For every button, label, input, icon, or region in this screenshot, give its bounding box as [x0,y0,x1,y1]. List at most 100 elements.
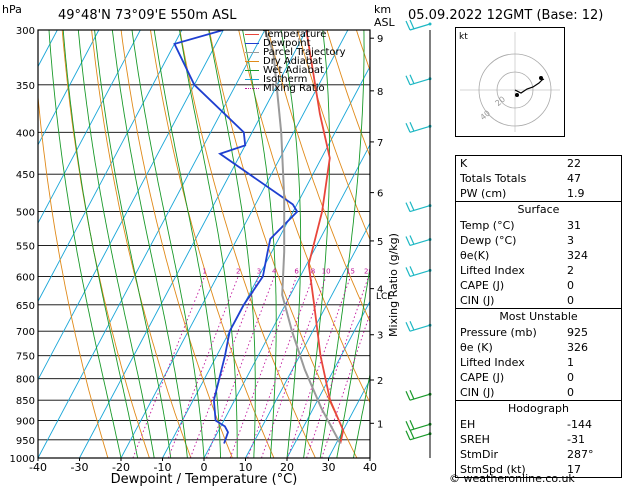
mixing-ratio-label: 15 [346,267,355,275]
location-title: 49°48'N 73°09'E 550m ASL [58,8,237,23]
wet-adiabat-line [319,30,365,458]
surface-row: θe(K) 324 [456,248,621,263]
surface-title: Surface [517,203,560,216]
legend-item: Wet Adiabat [245,65,346,76]
pressure-tick-label: 550 [16,241,35,252]
legend-label: Wet Adiabat [263,65,324,76]
surface-value: 0 [567,279,574,292]
wet-adiabat-line [111,30,188,458]
pressure-tick-label: 1000 [10,454,35,465]
wet-adiabat-line [303,30,330,458]
legend-item: Temperature [245,29,346,40]
mixing-ratio-label: 25 [378,267,387,275]
mixing-ratio-label: 3 [257,267,261,275]
wet-adiabat-line [242,30,277,458]
mixing-ratio-line [247,276,314,458]
mixing-ratio-line [167,276,239,458]
hodograph-table-row: StmDir 287° [456,447,621,462]
km-tick-label: 9 [377,34,383,45]
wind-barb [405,74,432,86]
most-unstable-row: CAPE (J) 0 [456,370,621,385]
surface-label: Dewp (°C) [460,234,517,247]
mixing-ratio-label: 20 [364,267,373,275]
wet-adiabat-line [94,30,172,458]
mixing-ratio-line [261,276,327,458]
k-value: 22 [567,157,581,170]
isotherm-line [79,30,307,458]
isotherm-line [38,30,100,146]
x-tick-label: -10 [154,461,172,474]
surface-row: Lifted Index 2 [456,263,621,278]
most-unstable-title: Most Unstable [499,310,578,323]
isotherm-line [162,65,370,458]
surface-value: 31 [567,219,581,232]
wind-barb [405,389,432,401]
legend-item: Mixing Ratio [245,84,346,94]
wind-barb [405,420,432,431]
dry-adiabat-line [91,30,192,458]
most-unstable-value: 0 [567,371,574,384]
wet-adiabat-line [208,30,256,458]
pressure-tick-label: 850 [16,396,35,407]
mixing-ratio-axis-title: Mixing Ratio (g/kg) [387,233,400,337]
hodograph-table-box: Hodograph EH -144 SREH -31 StmDir 287° StmSpd … [455,401,622,478]
copyright: © weatheronline.co.uk [449,472,575,485]
most-unstable-row: θe (K) 326 [456,340,621,355]
dry-adiabat-line [61,30,150,458]
wet-adiabat-line [153,30,222,458]
surface-value: 3 [567,234,574,247]
most-unstable-label: Lifted Index [460,356,525,369]
isotherm-line [38,30,266,458]
wet-adiabat-line [280,30,302,458]
surface-box: Surface Temp (°C) 31 Dewp (°C) 3 θe(K) 324 Lif… [455,202,622,309]
isotherm-line [38,30,141,225]
series-line-parcel-trajectory [263,30,342,444]
isotherm-line [245,222,370,458]
wet-adiabat-line [352,372,370,458]
hodograph-table-label: StmSpd (kt) [460,463,526,476]
dry-adiabat-line [208,30,358,458]
series-line-dewpoint [173,30,299,444]
x-tick-label: 30 [322,461,336,474]
legend-item: Dewpoint [245,39,346,49]
hodograph-table-value: 287° [567,448,594,461]
surface-value: 324 [567,249,588,262]
legend-label: Temperature [263,29,327,40]
most-unstable-label: θe (K) [460,341,493,354]
km-tick-label: 2 [377,376,383,387]
surface-value: 2 [567,264,574,277]
wind-barb [405,266,432,277]
x-tick-label: -30 [71,461,89,474]
surface-row: Temp (°C) 31 [456,218,621,233]
pressure-tick-label: 350 [16,81,35,92]
legend-swatch [245,52,259,53]
most-unstable-label: CIN (J) [460,386,495,399]
dry-adiabat-line [297,30,370,241]
most-unstable-box: Most Unstable Pressure (mb) 925 θe (K) 326 L… [455,309,622,401]
hodograph-table-title: Hodograph [508,402,569,415]
hodograph-table-row: StmSpd (kt) 17 [456,462,621,477]
surface-label: CAPE (J) [460,279,505,292]
wet-adiabat-line [336,265,370,458]
hodograph: kt 20 40 [455,27,565,137]
legend-label: Parcel Trajectory [263,47,346,58]
pw-value: 1.9 [567,187,585,200]
x-tick-label: 20 [280,461,294,474]
x-tick-label: 40 [363,461,377,474]
pressure-tick-label: 650 [16,301,35,312]
most-unstable-row: Pressure (mb) 925 [456,325,621,340]
dry-adiabat-line [621,30,629,458]
series-line-temperature [305,30,345,444]
most-unstable-row: CIN (J) 0 [456,385,621,400]
mixing-ratio-line [132,276,206,458]
x-axis-title: Dewpoint / Temperature (°C) [111,472,298,486]
hodograph-top-marker [539,76,543,80]
mixing-ratio-label: 2 [236,267,240,275]
dry-adiabat-line [267,30,370,323]
surface-label: Lifted Index [460,264,525,277]
pressure-tick-label: 750 [16,352,35,363]
legend: Temperature Dewpoint Parcel Trajectory Dry … [245,29,346,94]
legend-swatch [245,61,259,62]
mixing-ratio-line [189,276,260,458]
